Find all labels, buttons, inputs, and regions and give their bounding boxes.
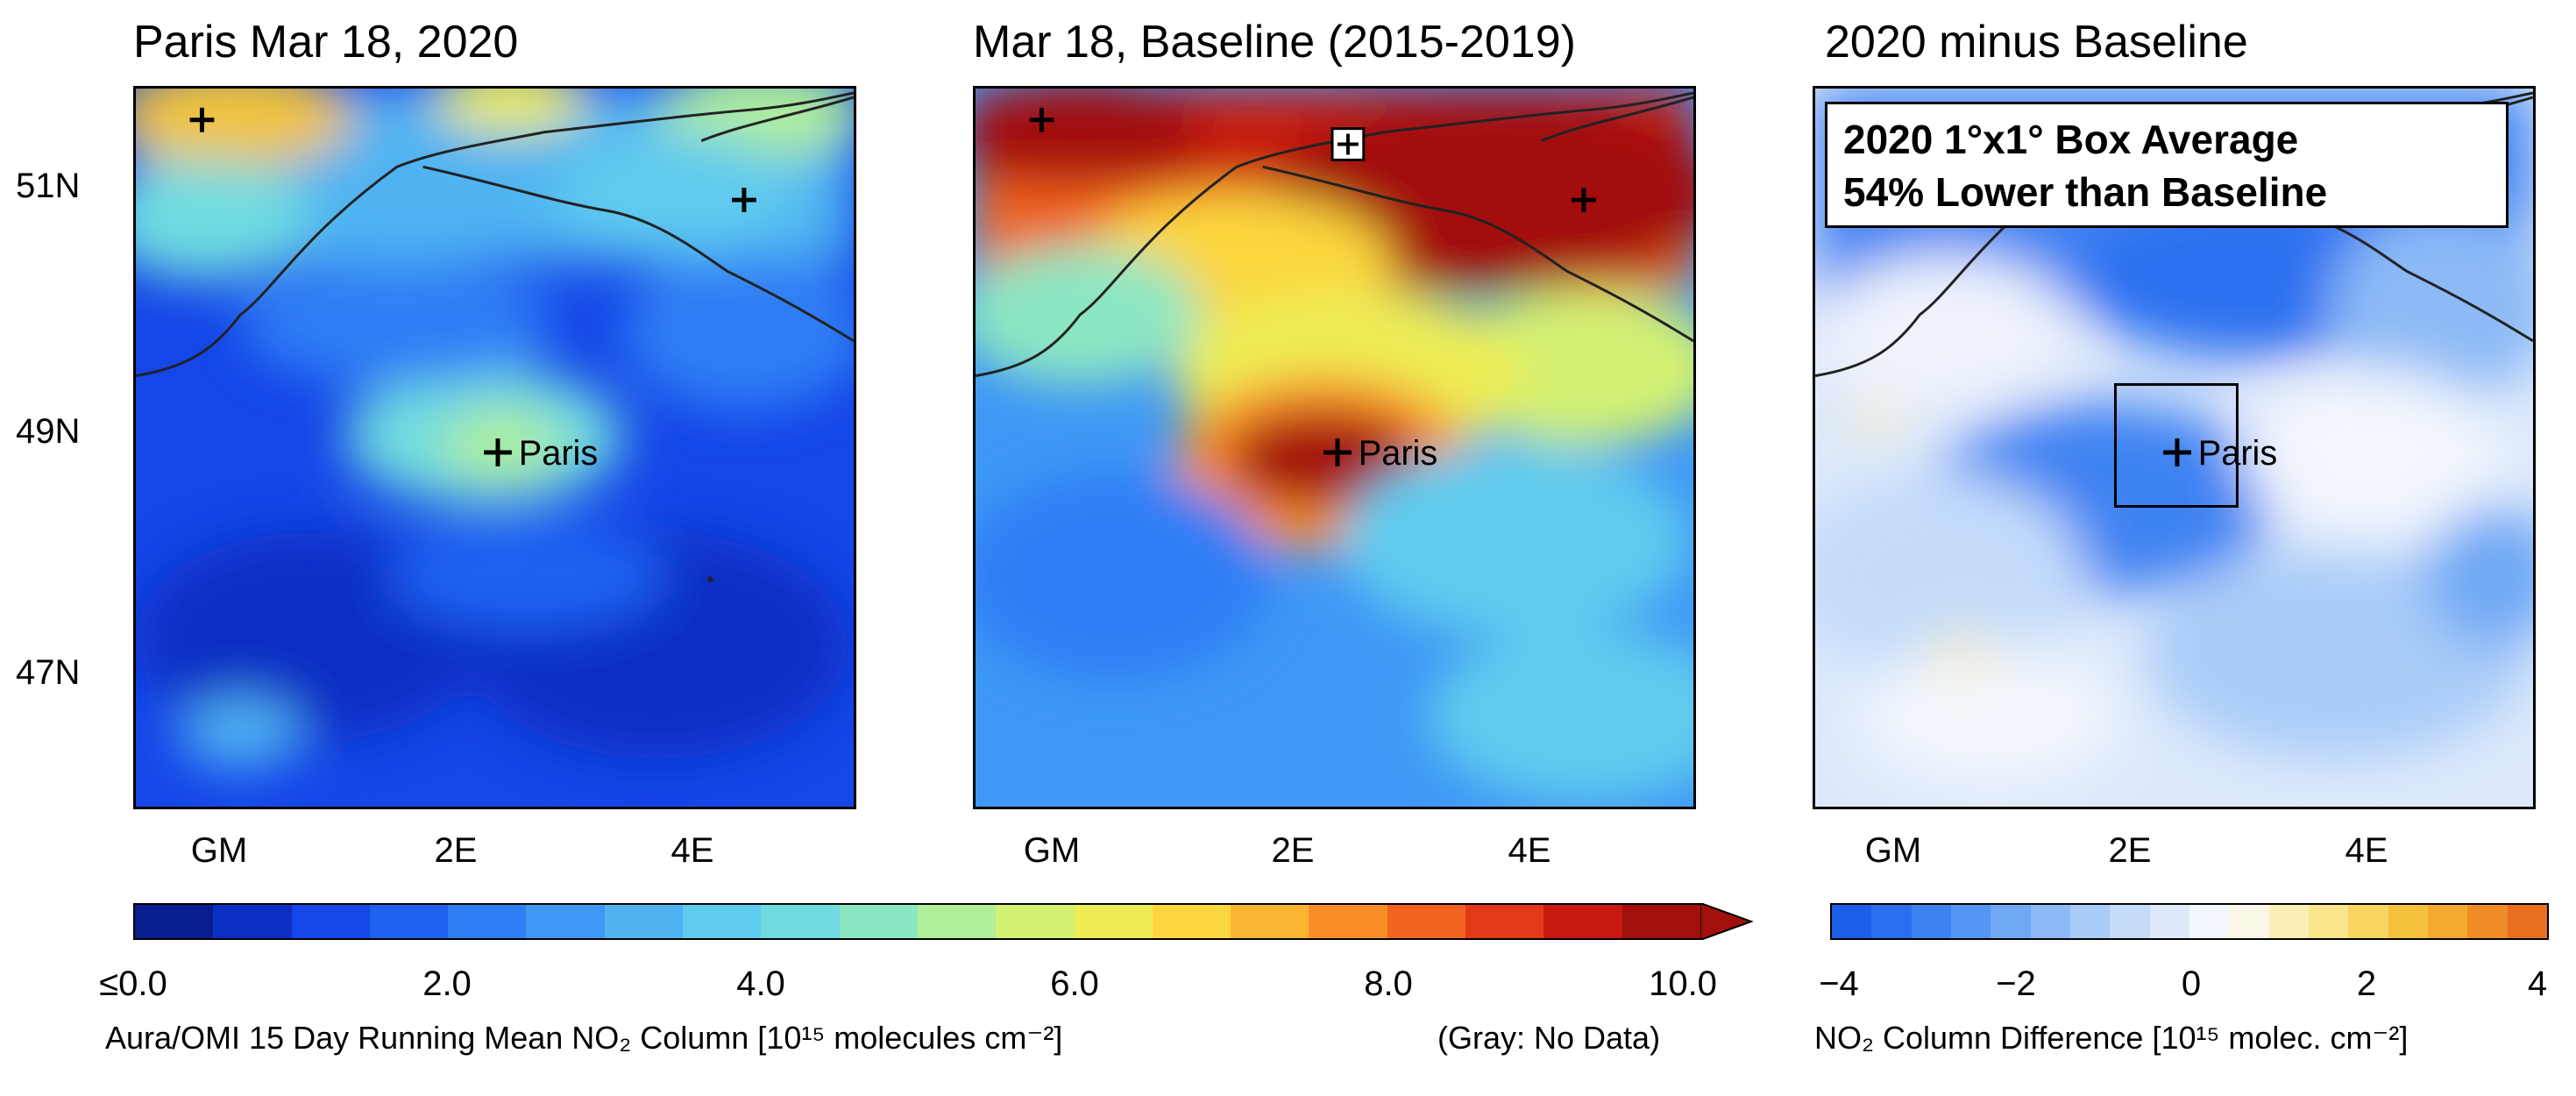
no2-colorbar-segment [1309, 905, 1387, 938]
difference-colorbar-segment [2229, 905, 2269, 938]
no2-colorbar-segment [761, 905, 840, 938]
no2-colorbar-segment [1465, 905, 1544, 938]
lon-label-gm-3: GM [1864, 831, 1922, 870]
no2-colorbar-segment [526, 905, 605, 938]
difference-colorbar-segment [2149, 905, 2189, 938]
no2-colorbar-segment [369, 905, 449, 938]
difference-colorbar-caption: NO₂ Column Difference [10¹⁵ molec. cm⁻²] [1814, 1020, 2409, 1056]
diff-tick-4: 4 [2527, 964, 2548, 1003]
difference-colorbar-segment [1991, 905, 2031, 938]
difference-colorbar-segment [2467, 905, 2508, 938]
diff-tick-0: 0 [2181, 964, 2202, 1003]
no2-colorbar-segment [1543, 905, 1622, 938]
no2-colorbar-segment [448, 905, 527, 938]
box-average-annotation: 2020 1°x1° Box Average 54% Lower than Ba… [1825, 102, 2509, 228]
lon-label-2e-1: 2E [434, 831, 478, 870]
no2-tick-2: 2.0 [422, 964, 472, 1003]
no2-tick-6: 6.0 [1050, 964, 1099, 1003]
difference-colorbar-segment [2507, 905, 2547, 938]
difference-colorbar-segment [1871, 905, 1912, 938]
no2-tick-8: 8.0 [1364, 964, 1413, 1003]
difference-colorbar-segment [2030, 905, 2070, 938]
difference-colorbar-segment [2189, 905, 2230, 938]
difference-colorbar-segment [1950, 905, 1991, 938]
difference-colorbar-segment [2110, 905, 2150, 938]
no2-colorbar-arrow [1700, 903, 1753, 940]
no2-tick-4: 4.0 [736, 964, 785, 1003]
box-average-line1: 2020 1°x1° Box Average [1843, 117, 2299, 162]
no2-colorbar [133, 903, 1702, 940]
lon-label-4e-2: 4E [1508, 831, 1551, 870]
diff-tick-neg4: −4 [1819, 964, 1859, 1003]
difference-colorbar-segment [1911, 905, 1951, 938]
diff-tick-2: 2 [2356, 964, 2377, 1003]
difference-colorbar-segment [2069, 905, 2111, 938]
lon-label-gm-1: GM [190, 831, 248, 870]
lon-label-2e-2: 2E [1271, 831, 1315, 870]
paris-label: Paris [1359, 434, 1437, 473]
panel1-title: Paris Mar 18, 2020 [133, 17, 519, 68]
lon-label-4e-3: 4E [2345, 831, 2388, 870]
lat-label-49n: 49N [16, 412, 81, 451]
no2-tick-0: ≤0.0 [99, 964, 167, 1003]
lon-label-2e-3: 2E [2108, 831, 2152, 870]
paris-label: Paris [519, 434, 598, 473]
lon-label-4e-1: 4E [671, 831, 714, 870]
difference-colorbar [1830, 903, 2549, 940]
marker-cross-2 [1572, 188, 1596, 212]
marker-cross-2 [732, 188, 756, 212]
diff-tick-neg2: −2 [1996, 964, 2036, 1003]
lat-label-51n: 51N [16, 167, 81, 205]
paris-marker [1323, 438, 1352, 466]
lon-label-gm-2: GM [1023, 831, 1081, 870]
no2-colorbar-segment [1387, 905, 1466, 938]
no2-colorbar-segment [917, 905, 997, 938]
no2-colorbar-segment [1152, 905, 1231, 938]
no2-colorbar-segment [996, 905, 1075, 938]
panel-2020-map: Paris [133, 86, 856, 809]
panel-baseline-map: Paris [973, 86, 1696, 809]
no2-colorbar-segment [683, 905, 762, 938]
panel2-title: Mar 18, Baseline (2015-2019) [973, 17, 1576, 68]
paris-marker [484, 438, 512, 466]
no2-colorbar-segment [1622, 905, 1700, 938]
difference-colorbar-segment [2388, 905, 2428, 938]
paris-marker [2163, 438, 2191, 466]
difference-colorbar-segment [2268, 905, 2309, 938]
difference-colorbar-segment [2348, 905, 2388, 938]
difference-colorbar-segment [1832, 905, 1872, 938]
no2-tick-10: 10.0 [1649, 964, 1717, 1003]
difference-colorbar-segment [2427, 905, 2468, 938]
difference-colorbar-segment [2308, 905, 2349, 938]
no2-gray-note: (Gray: No Data) [1437, 1020, 1661, 1056]
no2-colorbar-segment [291, 905, 370, 938]
marker-cross-1 [1029, 107, 1054, 132]
box-average-line2: 54% Lower than Baseline [1843, 169, 2328, 215]
no2-colorbar-segment [1231, 905, 1309, 938]
no2-colorbar-segment [604, 905, 684, 938]
lat-label-47n: 47N [16, 653, 81, 692]
marker-boxed-cross [1331, 127, 1366, 161]
no2-colorbar-segment [839, 905, 918, 938]
average-box-outline [2114, 383, 2239, 508]
no2-colorbar-segment [213, 905, 292, 938]
no2-colorbar-segment [1074, 905, 1153, 938]
panel3-title: 2020 minus Baseline [1825, 17, 2248, 68]
marker-cross-1 [189, 107, 215, 132]
paris-label: Paris [2198, 434, 2277, 473]
no2-colorbar-caption: Aura/OMI 15 Day Running Mean NO₂ Column … [105, 1020, 1063, 1056]
no2-colorbar-segment [135, 905, 214, 938]
